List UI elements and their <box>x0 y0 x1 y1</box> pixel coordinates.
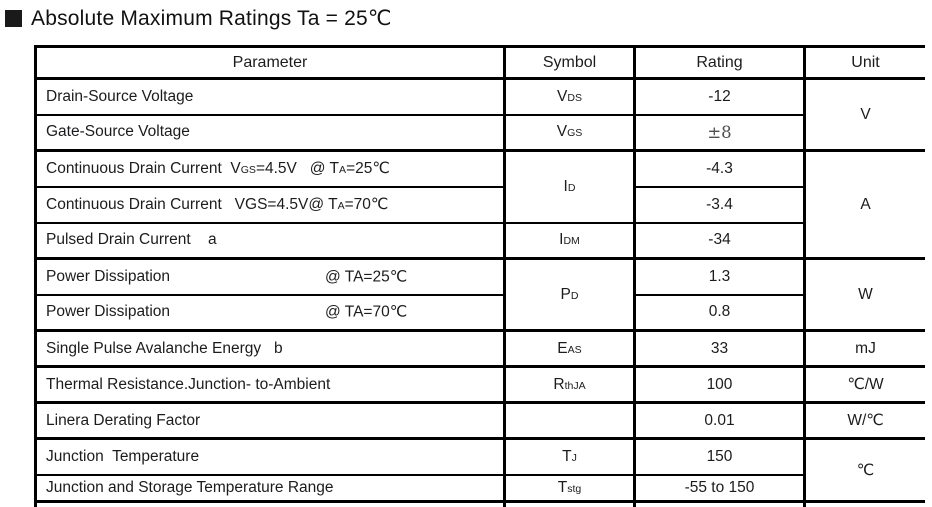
header-unit: Unit <box>803 45 925 80</box>
parameter-cell: Continuous Drain Current VGS=4.5V @ TA=2… <box>34 149 506 188</box>
ratings-table-container: Parameter Symbol Rating Unit Drain-Sourc… <box>34 45 925 507</box>
symbol-cell <box>503 500 636 507</box>
table-row: Continuous Drain Current VGS=4.5V @ TA=2… <box>34 149 925 260</box>
rating-cell: -34 <box>633 221 806 260</box>
rating-cell: -55 to 150 <box>633 473 806 503</box>
page-title: Absolute Maximum Ratings Ta = 25℃ <box>31 6 392 30</box>
table-row: Power Dissipation @ TA=70℃ 0.8 <box>34 293 926 332</box>
rating-cell: 150 <box>633 437 806 476</box>
unit-cell <box>803 500 925 507</box>
symbol-cell: VDS <box>503 77 636 116</box>
symbol-cell: EAS <box>503 329 636 368</box>
table-row-cutoff <box>34 500 925 507</box>
symbol-cell <box>503 401 636 440</box>
unit-cell: V <box>803 77 925 152</box>
rating-cell: -3.4 <box>633 185 806 224</box>
parameter-cell: Junction Temperature <box>34 437 506 476</box>
unit-cell: ℃/W <box>803 365 925 404</box>
table-row: Linera Derating Factor 0.01 W/℃ <box>34 401 925 440</box>
symbol-cell: IDM <box>503 221 636 260</box>
section-title: Absolute Maximum Ratings Ta = 25℃ <box>5 4 392 32</box>
parameter-cell: Drain-Source Voltage <box>34 77 506 116</box>
rating-cell: 33 <box>633 329 806 368</box>
unit-cell: mJ <box>803 329 925 368</box>
symbol-cell: RthJA <box>503 365 636 404</box>
unit-cell: W <box>803 257 925 332</box>
parameter-cell: Power Dissipation @ TA=70℃ <box>34 293 506 332</box>
condition-label: @ TA=70℃ <box>325 303 408 321</box>
unit-cell: ℃ <box>803 437 925 503</box>
rating-cell: -4.3 <box>633 149 806 188</box>
parameter-cell: Continuous Drain Current VGS=4.5V@ TA=70… <box>34 185 506 224</box>
unit-cell: A <box>803 149 925 260</box>
rating-cell: 100 <box>633 365 806 404</box>
parameter-cell: Power Dissipation @ TA=25℃ <box>34 257 506 296</box>
symbol-cell: TJ <box>503 437 636 476</box>
table-row: Pulsed Drain Current a IDM -34 <box>34 221 926 260</box>
table-row: Junction and Storage Temperature Range T… <box>34 473 926 503</box>
rating-cell: 0.01 <box>633 401 806 440</box>
table-row: Continuous Drain Current VGS=4.5V@ TA=70… <box>34 185 926 224</box>
symbol-cell: PD <box>503 257 636 332</box>
header-rating: Rating <box>633 45 806 80</box>
condition-label: @ TA=25℃ <box>325 268 408 286</box>
parameter-cell: Linera Derating Factor <box>34 401 506 440</box>
table-row: Junction Temperature TJ 150 ℃ <box>34 437 925 503</box>
table-row: Power Dissipation @ TA=25℃ PD 1.3 W <box>34 257 925 332</box>
table-row: Drain-Source Voltage VDS -12 V <box>34 77 925 152</box>
parameter-cell: Pulsed Drain Current a <box>34 221 506 260</box>
table-row: Gate-Source Voltage VGS ±8 <box>34 113 926 152</box>
parameter-cell: Junction and Storage Temperature Range <box>34 473 506 503</box>
unit-cell: W/℃ <box>803 401 925 440</box>
parameter-label: Power Dissipation <box>46 303 171 321</box>
section-marker-icon <box>5 9 22 27</box>
parameter-cell: Thermal Resistance.Junction- to-Ambient <box>34 365 506 404</box>
table-row: Single Pulse Avalanche Energy b EAS 33 m… <box>34 329 925 368</box>
rating-cell: 1.3 <box>633 257 806 296</box>
table-row: Thermal Resistance.Junction- to-Ambient … <box>34 365 925 404</box>
header-symbol: Symbol <box>503 45 636 80</box>
parameter-cell: Single Pulse Avalanche Energy b <box>34 329 506 368</box>
rating-cell <box>633 500 806 507</box>
parameter-cell <box>34 500 506 507</box>
symbol-cell: ID <box>503 149 636 224</box>
rating-cell: -12 <box>633 77 806 116</box>
header-row: Parameter Symbol Rating Unit <box>34 45 925 80</box>
parameter-label: Power Dissipation <box>46 267 171 285</box>
rating-cell: 0.8 <box>633 293 806 332</box>
rating-cell: ±8 <box>633 113 806 152</box>
symbol-cell: VGS <box>503 113 636 152</box>
absolute-maximum-ratings-table: Parameter Symbol Rating Unit Drain-Sourc… <box>34 45 925 507</box>
header-parameter: Parameter <box>34 45 506 80</box>
symbol-cell: Tstg <box>503 473 636 503</box>
parameter-cell: Gate-Source Voltage <box>34 113 506 152</box>
